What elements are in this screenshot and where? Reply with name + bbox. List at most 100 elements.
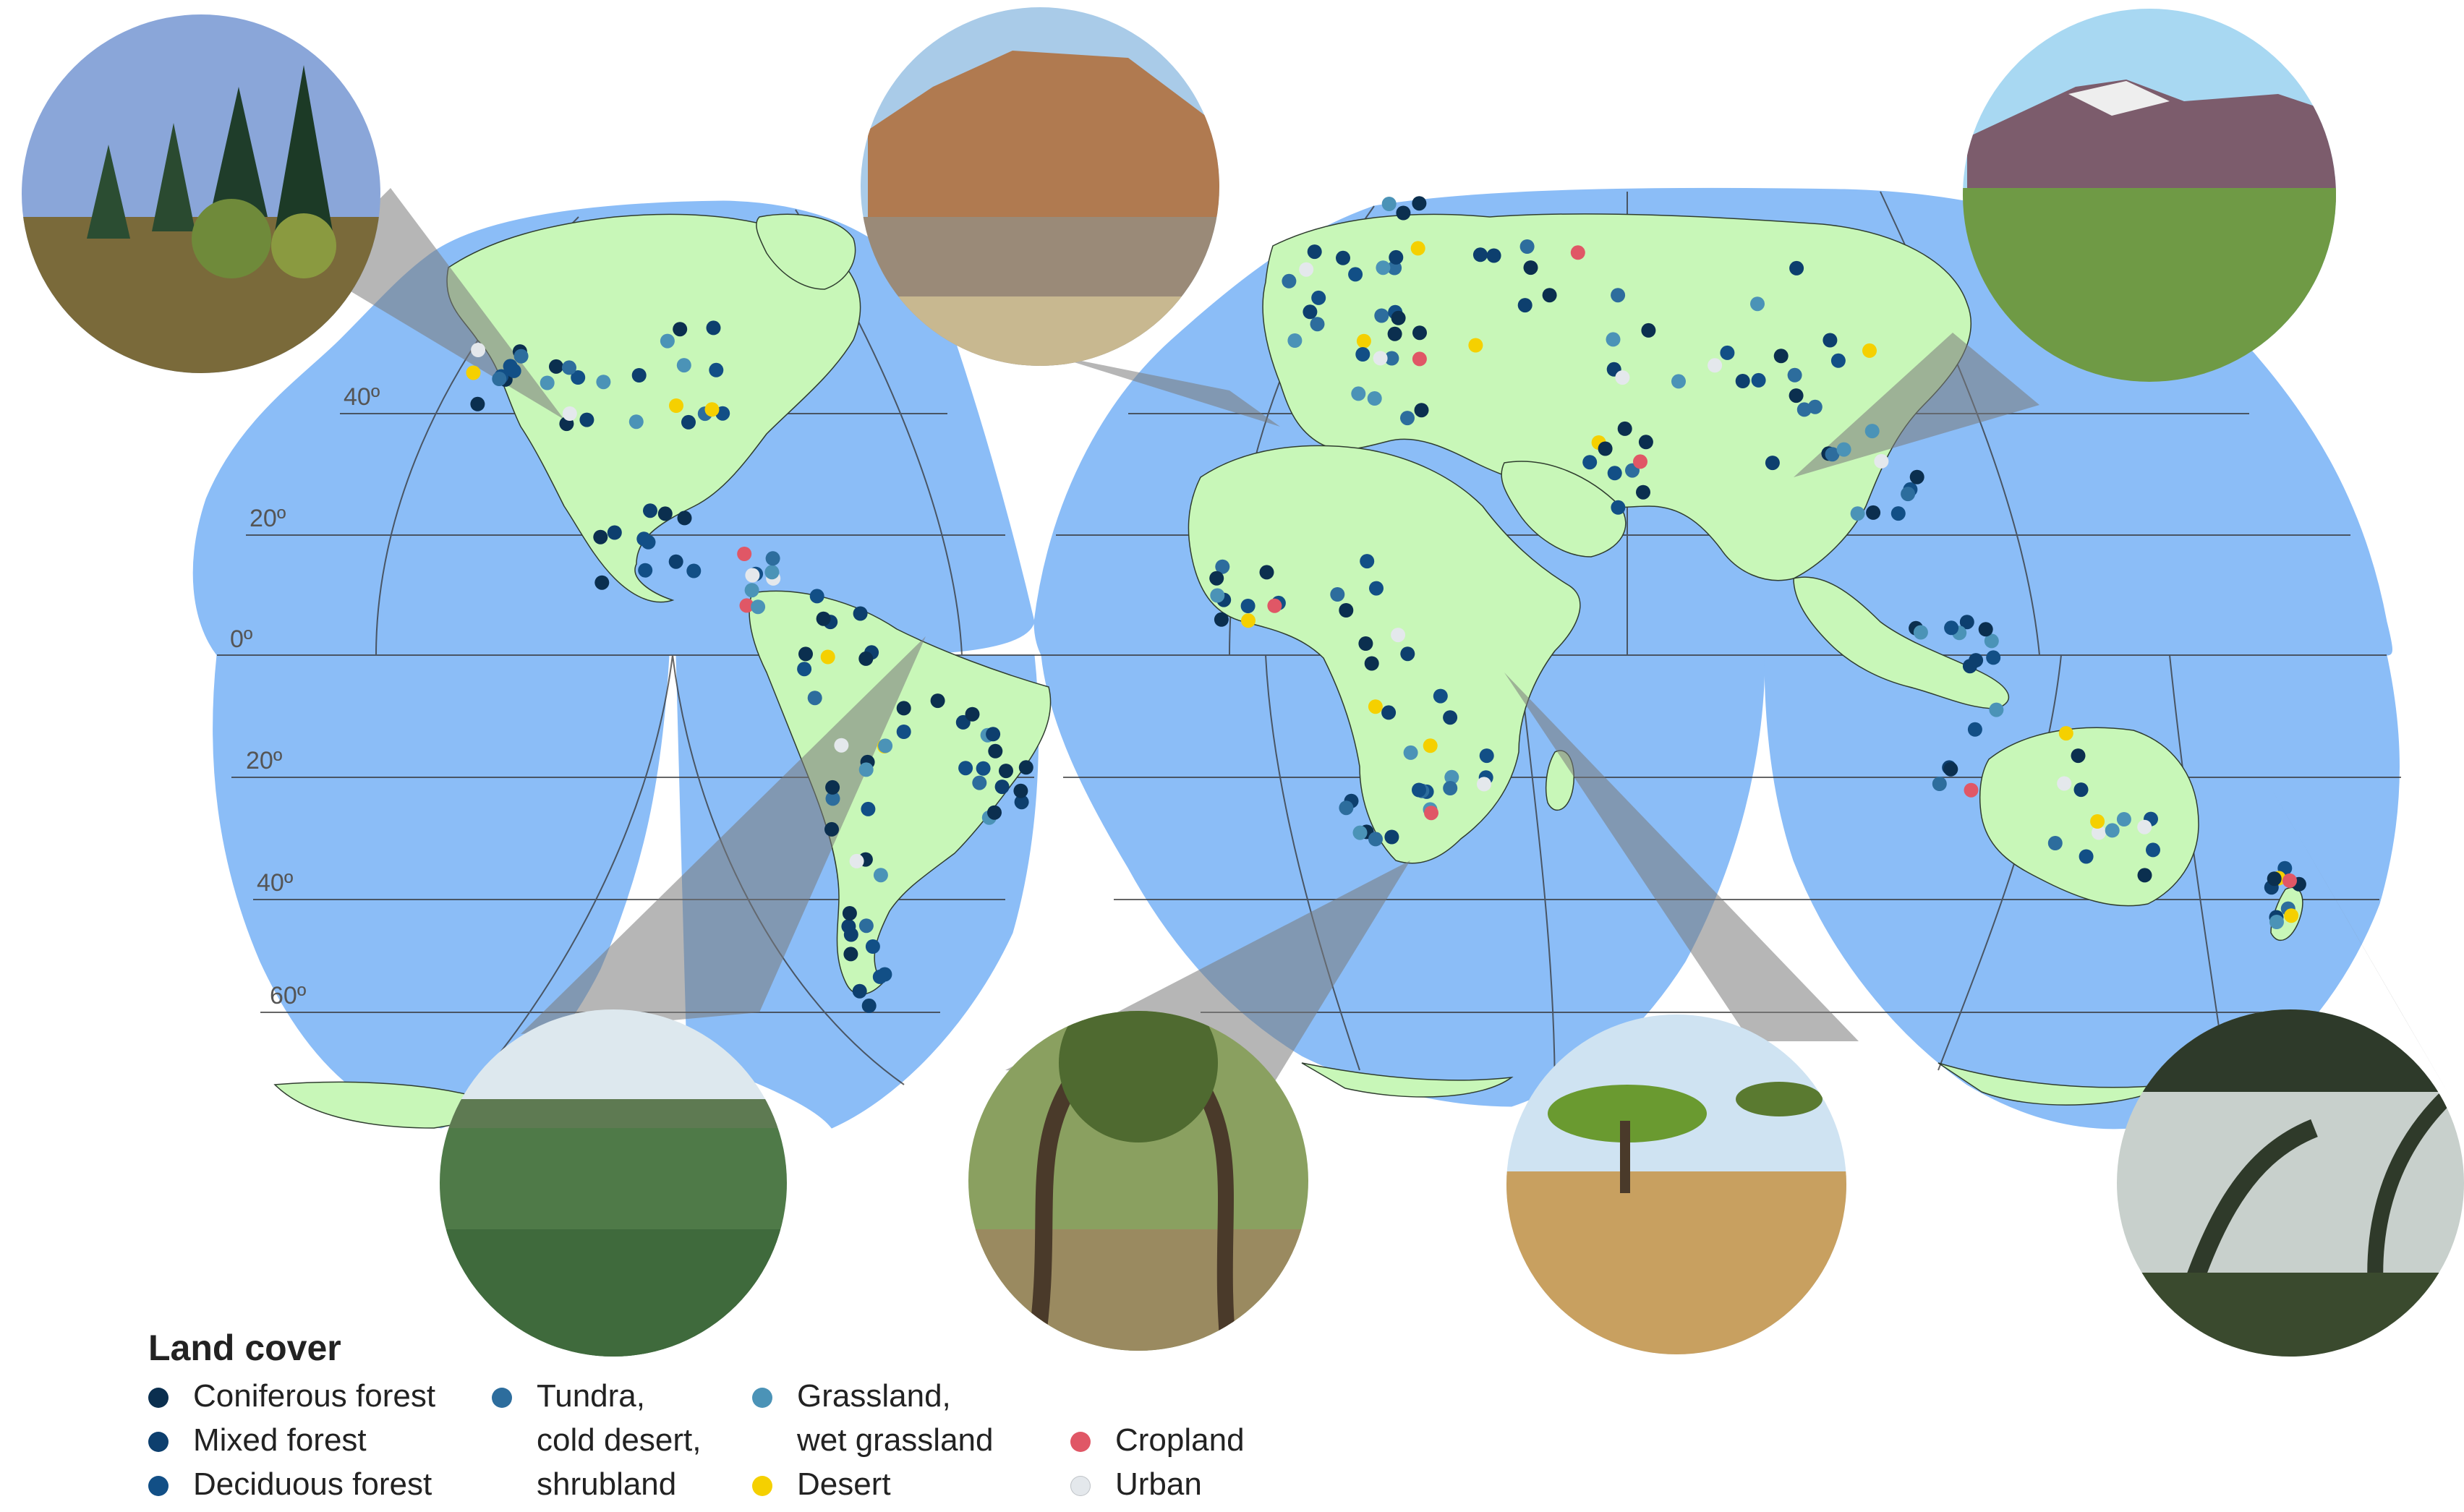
site-marker bbox=[1909, 469, 1924, 484]
callout-wedge-desert bbox=[1049, 354, 1280, 427]
site-marker bbox=[607, 525, 622, 540]
site-marker bbox=[673, 322, 688, 337]
site-marker bbox=[2079, 849, 2094, 864]
land-greenland bbox=[756, 213, 856, 290]
site-marker bbox=[816, 611, 831, 626]
site-marker bbox=[669, 398, 683, 413]
site-marker bbox=[631, 368, 647, 383]
site-marker bbox=[1282, 273, 1297, 289]
grassland-swatch bbox=[752, 1388, 772, 1408]
site-marker bbox=[1825, 447, 1840, 462]
callout-wedge-conifer bbox=[311, 188, 564, 419]
site-marker bbox=[1750, 296, 1765, 312]
site-marker bbox=[807, 691, 822, 706]
site-marker bbox=[2105, 823, 2120, 838]
site-marker bbox=[1468, 338, 1483, 353]
site-marker bbox=[1210, 588, 1225, 603]
site-marker bbox=[820, 649, 835, 665]
site-marker bbox=[643, 503, 657, 518]
site-marker bbox=[1360, 554, 1375, 569]
site-marker bbox=[1400, 646, 1415, 662]
site-marker bbox=[1959, 615, 1974, 630]
site-marker bbox=[1751, 372, 1766, 388]
site-marker bbox=[834, 738, 849, 753]
site-marker bbox=[1410, 241, 1425, 256]
site-marker bbox=[2090, 814, 2105, 829]
site-marker bbox=[1477, 777, 1491, 792]
site-marker bbox=[825, 780, 840, 795]
site-marker bbox=[843, 947, 858, 962]
site-marker bbox=[704, 402, 720, 417]
site-marker bbox=[1796, 402, 1812, 417]
site-marker bbox=[1542, 288, 1557, 303]
site-marker bbox=[852, 983, 867, 999]
site-marker bbox=[765, 551, 780, 566]
site-marker bbox=[976, 761, 991, 776]
site-marker bbox=[2146, 842, 2160, 858]
site-marker bbox=[1582, 455, 1598, 470]
site-marker bbox=[1368, 699, 1383, 714]
site-marker bbox=[1443, 781, 1458, 795]
site-marker bbox=[2282, 873, 2297, 888]
site-marker bbox=[1523, 260, 1538, 276]
site-marker bbox=[1336, 250, 1350, 265]
site-marker bbox=[1433, 688, 1448, 704]
site-marker bbox=[987, 805, 1002, 820]
site-marker bbox=[1606, 332, 1621, 347]
callout-wedge-cloudforest bbox=[2271, 788, 2452, 1099]
site-marker bbox=[1339, 800, 1354, 816]
site-marker bbox=[861, 801, 876, 816]
site-marker bbox=[503, 359, 518, 374]
site-marker bbox=[1412, 782, 1426, 798]
site-marker bbox=[594, 575, 610, 590]
site-marker bbox=[1339, 603, 1354, 618]
site-marker bbox=[1443, 710, 1458, 725]
lat-label-0: 0º bbox=[230, 625, 252, 653]
cropland-swatch bbox=[1070, 1432, 1091, 1452]
site-marker bbox=[896, 725, 911, 739]
site-marker bbox=[709, 362, 724, 377]
site-marker bbox=[1901, 487, 1916, 502]
site-marker bbox=[1671, 374, 1686, 389]
site-marker bbox=[1240, 599, 1256, 613]
site-marker bbox=[1807, 399, 1823, 414]
site-marker bbox=[1018, 760, 1033, 775]
site-marker bbox=[872, 969, 887, 984]
site-marker bbox=[764, 565, 780, 580]
site-marker bbox=[1214, 612, 1229, 627]
site-marker bbox=[858, 762, 874, 777]
legend-label: Deciduous forest bbox=[193, 1466, 432, 1502]
site-marker bbox=[492, 372, 507, 386]
callout-wedges bbox=[311, 188, 2452, 1099]
legend-label: Desert bbox=[797, 1466, 891, 1502]
site-marker bbox=[843, 927, 858, 942]
site-marker bbox=[896, 701, 911, 716]
callout-wedge-savanna bbox=[1504, 672, 1859, 1041]
site-marker bbox=[865, 939, 880, 954]
site-marker bbox=[1267, 598, 1282, 613]
site-marker bbox=[1241, 613, 1256, 628]
site-marker bbox=[657, 506, 673, 521]
site-marker bbox=[1424, 806, 1438, 821]
site-marker bbox=[1373, 351, 1388, 366]
site-marker bbox=[2267, 871, 2282, 887]
site-marker bbox=[1517, 298, 1532, 313]
site-marker bbox=[737, 547, 752, 561]
site-marker bbox=[988, 743, 1003, 759]
site-marker bbox=[549, 359, 563, 374]
site-marker bbox=[1403, 745, 1418, 760]
land-arabia bbox=[1501, 461, 1627, 558]
site-marker bbox=[1617, 421, 1632, 436]
site-marker bbox=[638, 563, 653, 578]
legend-label: Grassland, bbox=[797, 1378, 951, 1414]
site-marker bbox=[1932, 777, 1947, 791]
site-marker bbox=[1986, 650, 2001, 665]
site-markers bbox=[466, 196, 2306, 1013]
site-marker bbox=[1209, 571, 1224, 586]
site-marker bbox=[1423, 738, 1438, 753]
desert-swatch bbox=[752, 1476, 772, 1496]
site-marker bbox=[1638, 435, 1653, 450]
site-marker bbox=[873, 868, 888, 883]
site-marker bbox=[2073, 782, 2089, 798]
site-marker bbox=[636, 531, 652, 547]
